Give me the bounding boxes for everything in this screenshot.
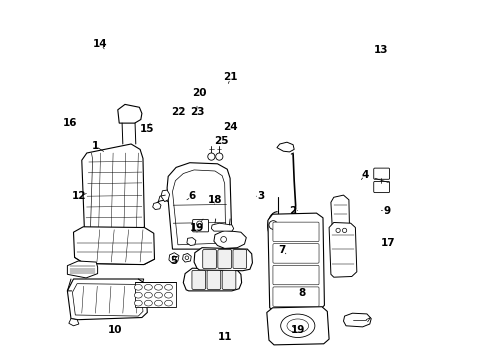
- Polygon shape: [211, 223, 233, 231]
- FancyBboxPatch shape: [232, 249, 246, 269]
- Text: 22: 22: [170, 107, 185, 117]
- Circle shape: [335, 228, 340, 233]
- Polygon shape: [266, 307, 328, 345]
- Circle shape: [215, 153, 223, 160]
- Polygon shape: [161, 190, 169, 202]
- Text: 10: 10: [107, 325, 122, 336]
- Ellipse shape: [144, 300, 152, 306]
- Polygon shape: [73, 227, 154, 265]
- Text: 12: 12: [72, 191, 86, 201]
- Circle shape: [172, 256, 175, 260]
- FancyBboxPatch shape: [272, 287, 318, 306]
- Polygon shape: [343, 313, 370, 327]
- Polygon shape: [183, 268, 241, 291]
- Text: 9: 9: [383, 206, 389, 216]
- FancyBboxPatch shape: [373, 168, 389, 179]
- Polygon shape: [69, 319, 79, 326]
- Text: 6: 6: [188, 191, 196, 201]
- Polygon shape: [172, 170, 225, 245]
- Text: 18: 18: [207, 195, 222, 205]
- Text: 23: 23: [189, 107, 204, 117]
- Polygon shape: [186, 238, 196, 246]
- Text: 16: 16: [62, 118, 77, 128]
- Text: 3: 3: [257, 191, 264, 201]
- FancyBboxPatch shape: [272, 222, 318, 242]
- Text: 11: 11: [217, 332, 231, 342]
- Ellipse shape: [144, 284, 152, 290]
- Ellipse shape: [134, 284, 142, 290]
- Polygon shape: [152, 202, 161, 210]
- Polygon shape: [168, 253, 179, 263]
- Text: 15: 15: [140, 124, 154, 134]
- Ellipse shape: [144, 292, 152, 298]
- Polygon shape: [267, 213, 324, 311]
- Polygon shape: [194, 248, 252, 271]
- FancyBboxPatch shape: [218, 249, 231, 269]
- Ellipse shape: [164, 300, 172, 306]
- Ellipse shape: [154, 300, 162, 306]
- Text: 19: 19: [290, 325, 305, 336]
- Text: 8: 8: [298, 288, 305, 298]
- Circle shape: [185, 256, 188, 260]
- FancyBboxPatch shape: [222, 270, 235, 289]
- Text: 25: 25: [213, 136, 228, 146]
- Text: 20: 20: [192, 88, 206, 98]
- Text: 24: 24: [223, 122, 238, 132]
- Circle shape: [196, 221, 202, 227]
- Text: 13: 13: [373, 45, 388, 55]
- Ellipse shape: [286, 319, 308, 333]
- FancyBboxPatch shape: [203, 249, 216, 269]
- Bar: [134, 282, 176, 307]
- Text: 2: 2: [289, 206, 296, 216]
- FancyBboxPatch shape: [373, 181, 389, 193]
- Text: 5: 5: [170, 256, 178, 266]
- Text: 19: 19: [189, 222, 204, 233]
- Circle shape: [268, 221, 277, 229]
- Circle shape: [342, 228, 346, 233]
- Ellipse shape: [134, 292, 142, 298]
- FancyBboxPatch shape: [206, 270, 220, 289]
- Ellipse shape: [154, 292, 162, 298]
- Ellipse shape: [154, 284, 162, 290]
- FancyBboxPatch shape: [192, 220, 208, 232]
- FancyBboxPatch shape: [192, 270, 205, 289]
- FancyBboxPatch shape: [272, 244, 318, 263]
- Text: 21: 21: [223, 72, 238, 82]
- Ellipse shape: [280, 314, 314, 338]
- Polygon shape: [72, 284, 142, 316]
- Polygon shape: [182, 253, 191, 262]
- Polygon shape: [167, 163, 231, 249]
- Text: 1: 1: [91, 141, 99, 151]
- Polygon shape: [81, 144, 144, 232]
- Polygon shape: [213, 230, 246, 248]
- Text: 7: 7: [278, 245, 285, 255]
- Text: 4: 4: [361, 170, 368, 180]
- Polygon shape: [330, 195, 349, 238]
- Circle shape: [220, 237, 226, 242]
- FancyBboxPatch shape: [272, 265, 318, 285]
- Polygon shape: [118, 104, 142, 123]
- Polygon shape: [67, 279, 147, 320]
- Ellipse shape: [164, 292, 172, 298]
- Polygon shape: [328, 222, 356, 277]
- Polygon shape: [276, 142, 294, 152]
- Ellipse shape: [164, 284, 172, 290]
- Polygon shape: [67, 261, 98, 278]
- Ellipse shape: [134, 300, 142, 306]
- Text: 17: 17: [381, 238, 395, 248]
- Text: 14: 14: [93, 39, 107, 49]
- Circle shape: [207, 153, 215, 160]
